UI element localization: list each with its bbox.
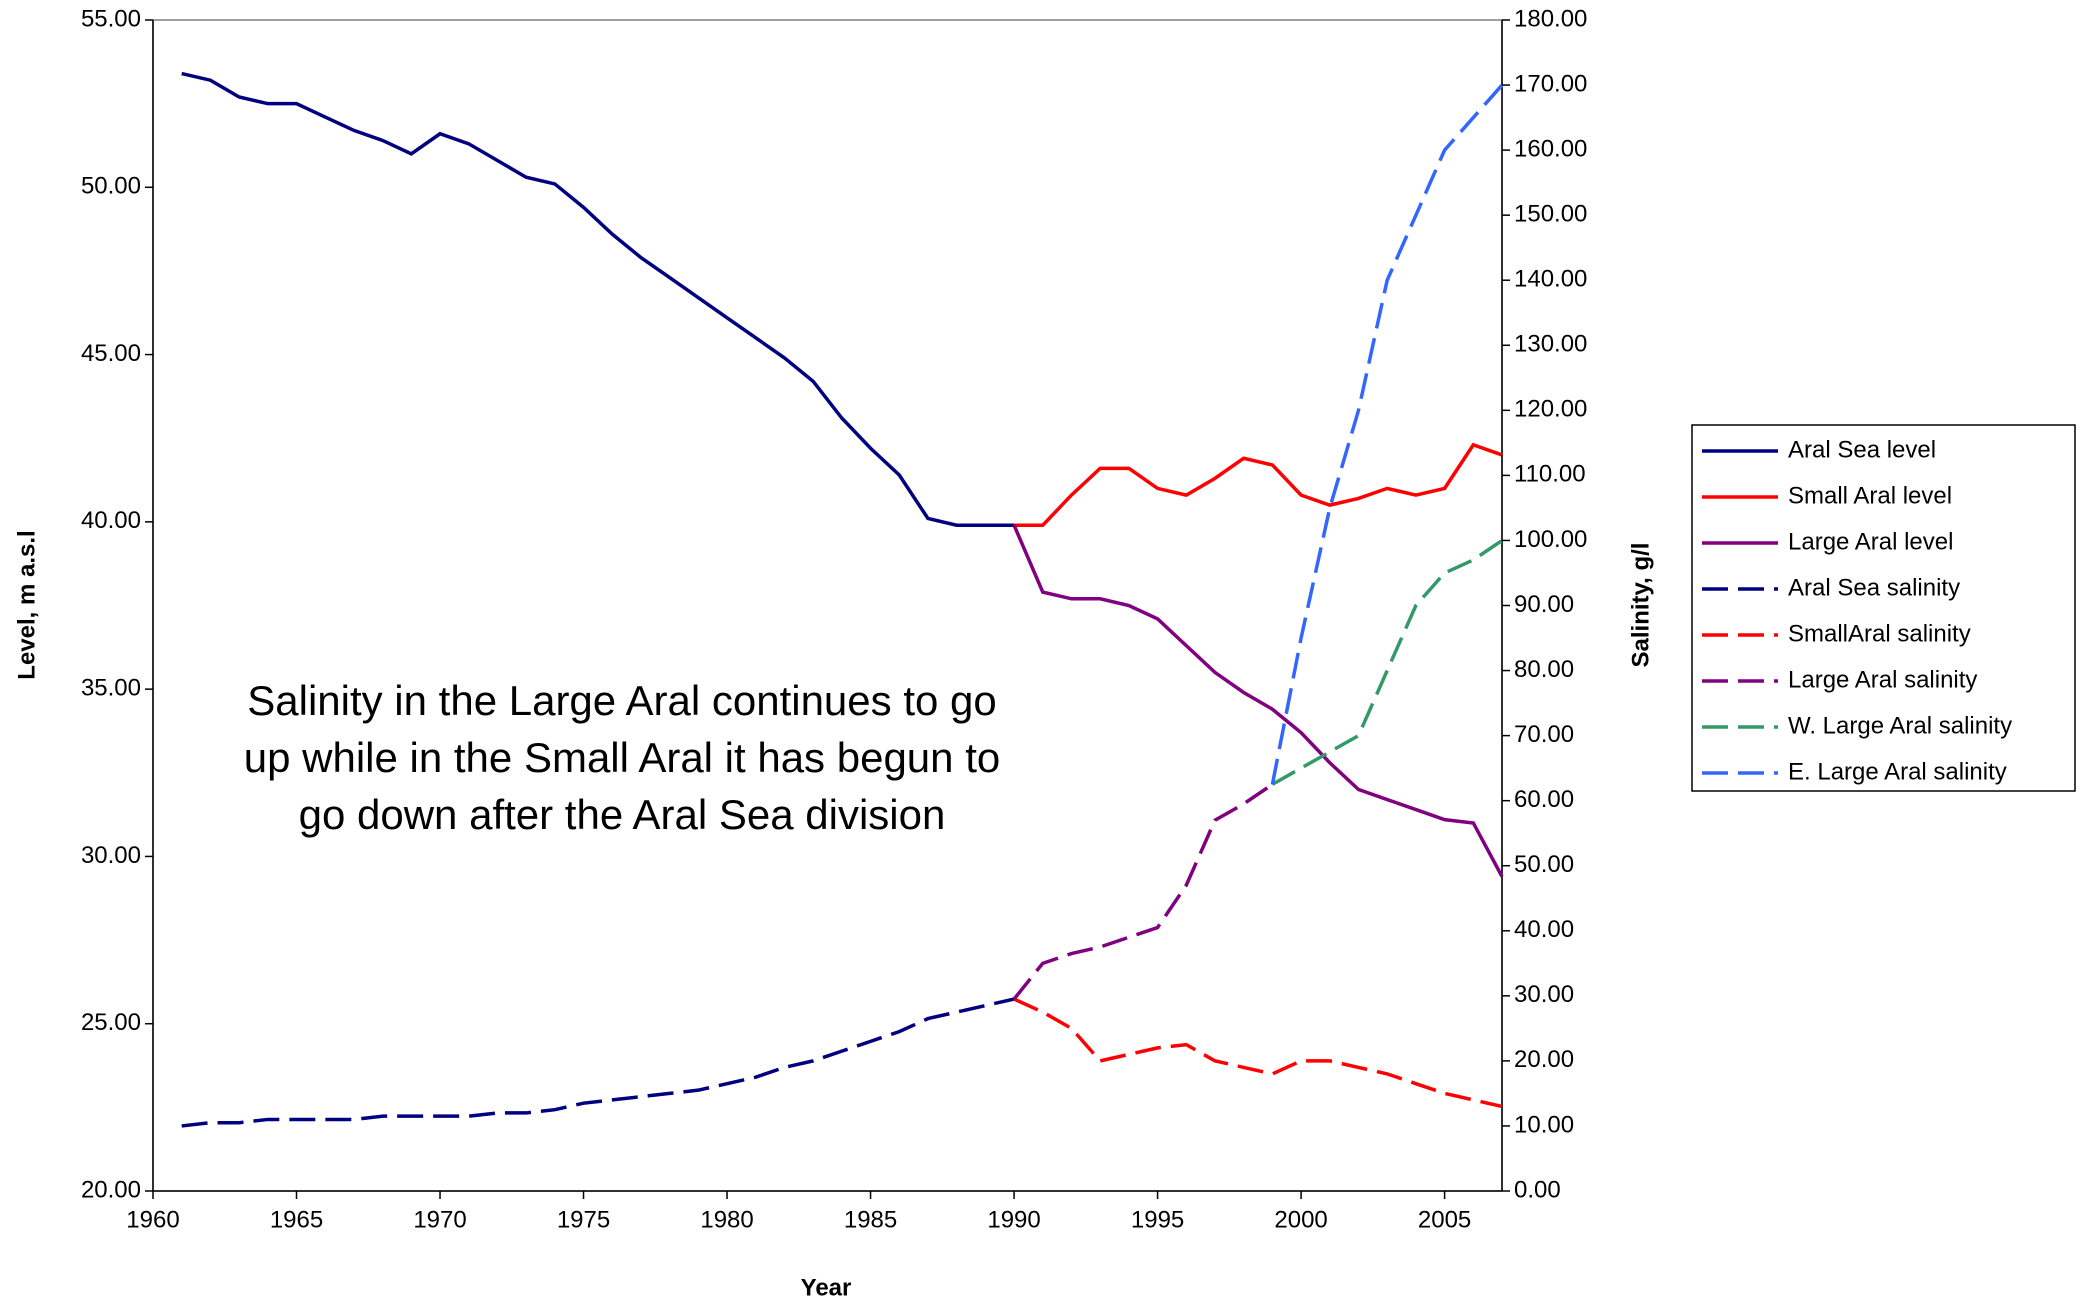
y2-tick-label: 100.00 xyxy=(1514,526,1587,553)
y-axis-title: Level, m a.s.l xyxy=(13,530,40,679)
y2-tick-label: 110.00 xyxy=(1514,461,1586,488)
y2-tick-label: 170.00 xyxy=(1514,70,1587,97)
y2-tick-label: 60.00 xyxy=(1514,786,1574,813)
y2-tick-label: 130.00 xyxy=(1514,331,1587,358)
y2-tick-label: 180.00 xyxy=(1514,5,1587,32)
legend-box xyxy=(1691,424,2076,792)
legend-label: E. Large Aral salinity xyxy=(1788,758,2007,785)
series-line xyxy=(1270,83,1504,785)
y2-tick-label: 10.00 xyxy=(1514,1111,1574,1138)
y-tick-label: 35.00 xyxy=(81,674,141,701)
x-tick-label: 2005 xyxy=(1418,1206,1471,1233)
legend-label: SmallAral salinity xyxy=(1788,620,1971,647)
series-line xyxy=(1014,442,1503,527)
y-tick-label: 50.00 xyxy=(81,173,141,200)
y-tick-label: 25.00 xyxy=(81,1009,141,1036)
x-tick-label: 1970 xyxy=(413,1206,466,1233)
y2-tick-label: 70.00 xyxy=(1514,721,1574,748)
y2-tick-label: 120.00 xyxy=(1514,396,1587,423)
legend-label: Aral Sea salinity xyxy=(1788,574,1960,601)
series-line xyxy=(1012,524,1504,878)
y-tick-label: 30.00 xyxy=(81,842,141,869)
legend-label: Aral Sea level xyxy=(1788,436,1936,463)
y2-tick-label: 80.00 xyxy=(1514,656,1574,683)
legend-label: Small Aral level xyxy=(1788,482,1952,509)
x-tick-label: 1995 xyxy=(1131,1206,1184,1233)
series-line xyxy=(1271,538,1503,786)
y-tick-label: 20.00 xyxy=(81,1176,141,1203)
x-tick-label: 1985 xyxy=(844,1206,897,1233)
y2-tick-label: 140.00 xyxy=(1514,266,1587,293)
y-tick-label: 40.00 xyxy=(81,507,141,534)
plot-area xyxy=(152,19,1503,1192)
series-line xyxy=(1013,997,1503,1109)
legend-label: W. Large Aral salinity xyxy=(1788,712,2012,739)
x-tick-label: 2000 xyxy=(1274,1206,1327,1233)
y-tick-label: 55.00 xyxy=(81,5,141,32)
y2-tick-label: 30.00 xyxy=(1514,981,1574,1008)
x-tick-label: 1960 xyxy=(126,1206,179,1233)
x-tick-label: 1975 xyxy=(557,1206,610,1233)
x-tick-label: 1965 xyxy=(270,1206,323,1233)
series-line xyxy=(181,997,1015,1128)
x-axis-title: Year xyxy=(801,1274,852,1300)
y2-tick-label: 0.00 xyxy=(1514,1176,1561,1203)
series-line xyxy=(1012,782,1274,1001)
y2-tick-label: 50.00 xyxy=(1514,851,1574,878)
y2-tick-label: 20.00 xyxy=(1514,1046,1574,1073)
x-tick-label: 1990 xyxy=(987,1206,1040,1233)
legend-label: Large Aral salinity xyxy=(1788,666,1977,693)
y-tick-label: 45.00 xyxy=(81,340,141,367)
y2-tick-label: 90.00 xyxy=(1514,591,1574,618)
annotation: Salinity in the Large Aral continues to … xyxy=(243,677,1001,838)
y2-axis-title: Salinity, g/l xyxy=(1627,543,1654,668)
series-line xyxy=(181,71,1015,527)
x-tick-label: 1980 xyxy=(700,1206,753,1233)
legend-label: Large Aral level xyxy=(1788,528,1953,555)
y2-tick-label: 150.00 xyxy=(1514,201,1587,228)
y2-tick-label: 40.00 xyxy=(1514,916,1574,943)
y2-tick-label: 160.00 xyxy=(1514,135,1587,162)
